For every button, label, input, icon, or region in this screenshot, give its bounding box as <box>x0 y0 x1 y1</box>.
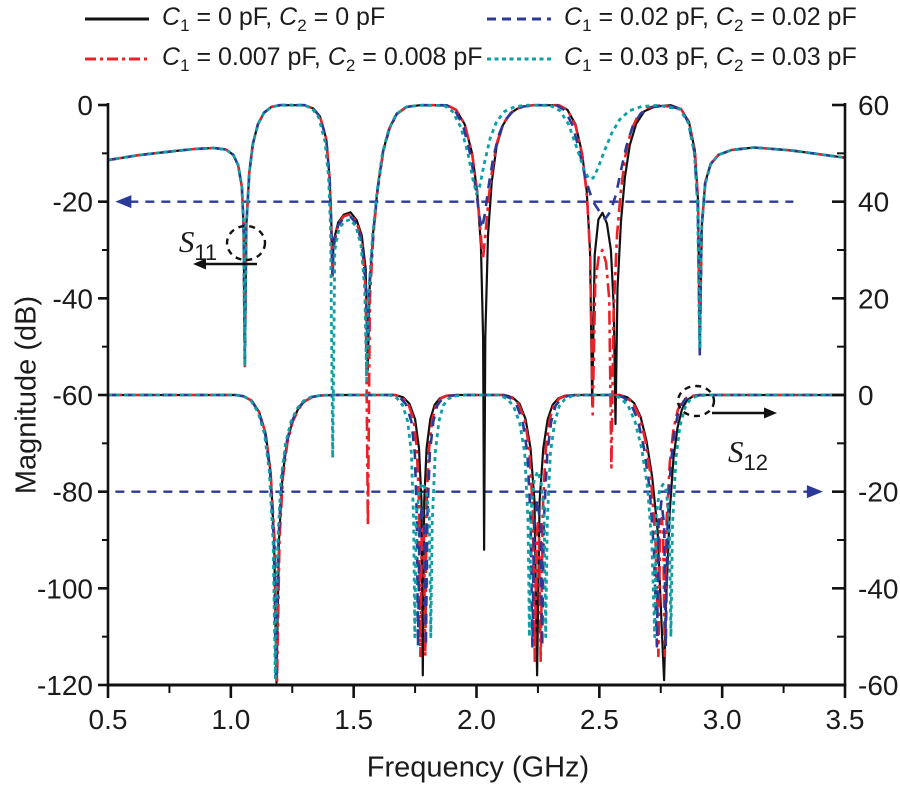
y-right-tick-label: -40 <box>858 573 898 604</box>
y-left-tick-label: -60 <box>53 380 93 411</box>
curve-label-s11: S11 <box>179 224 217 265</box>
legend-item-4: C1 = 0.03 pF, C2 = 0.03 pF <box>486 42 857 75</box>
y-right-tick-label: 0 <box>858 380 874 411</box>
y-left-tick-label: -80 <box>53 477 93 508</box>
y-right-tick-label: 40 <box>858 187 889 218</box>
curves-group <box>108 103 845 684</box>
legend-item-2: C1 = 0.02 pF, C2 = 0.02 pF <box>486 2 857 35</box>
y-left-tick-label: 0 <box>77 90 93 121</box>
x-tick-label: 2.5 <box>580 704 619 735</box>
y-right-tick-label: 20 <box>858 283 889 314</box>
legend-line-sample <box>85 17 149 21</box>
curve-s11-c0 <box>108 104 845 551</box>
y-left-tick-label: -120 <box>37 670 93 701</box>
legend-label: C1 = 0.007 pF, C2 = 0.008 pF <box>162 42 483 75</box>
y-right-tick-label: -60 <box>858 670 898 701</box>
legend-label: C1 = 0.02 pF, C2 = 0.02 pF <box>564 2 857 35</box>
curve-s12-c02 <box>108 393 845 682</box>
arrowhead-left-icon <box>115 195 132 209</box>
curve-s11-c03 <box>108 103 845 460</box>
curve-s11-c02 <box>108 103 845 368</box>
legend-label: C1 = 0 pF, C2 = 0 pF <box>162 2 386 35</box>
arrowhead-right-icon <box>806 485 823 499</box>
legend-line-sample <box>85 57 149 61</box>
legend-line-sample <box>487 57 551 61</box>
curve-marker-circle-1 <box>225 224 267 262</box>
curve-s12-c03 <box>108 393 845 680</box>
x-tick-label: 2.0 <box>457 704 496 735</box>
legend-line-sample <box>487 17 551 21</box>
x-tick-label: 1.0 <box>211 704 250 735</box>
curve-s11-c007 <box>108 103 845 527</box>
y-axis-title: Magnitude (dB) <box>10 295 43 495</box>
x-tick-label: 1.5 <box>334 704 373 735</box>
curve-marker-circle-2 <box>676 384 716 418</box>
y-left-tick-label: -100 <box>37 573 93 604</box>
x-tick-label: 0.5 <box>89 704 128 735</box>
x-tick-label: 3.0 <box>703 704 742 735</box>
y-right-tick-label: 60 <box>858 90 889 121</box>
x-axis-title: Frequency (GHz) <box>366 751 590 784</box>
legend: C1 = 0 pF, C2 = 0 pF C1 = 0.02 pF, C2 = 0… <box>84 2 857 75</box>
pointer-arrowhead-icon-1 <box>193 258 206 270</box>
legend-label: C1 = 0.03 pF, C2 = 0.03 pF <box>564 42 857 75</box>
y-left-tick-label: -40 <box>53 283 93 314</box>
legend-item-1: C1 = 0 pF, C2 = 0 pF <box>84 2 486 35</box>
curve-label-s12: S12 <box>728 434 768 475</box>
pointer-arrowhead-icon-2 <box>764 407 777 419</box>
y-left-tick-label: -20 <box>53 187 93 218</box>
legend-item-3: C1 = 0.007 pF, C2 = 0.008 pF <box>84 42 486 75</box>
y-right-tick-label: -20 <box>858 477 898 508</box>
x-tick-label: 3.5 <box>826 704 865 735</box>
